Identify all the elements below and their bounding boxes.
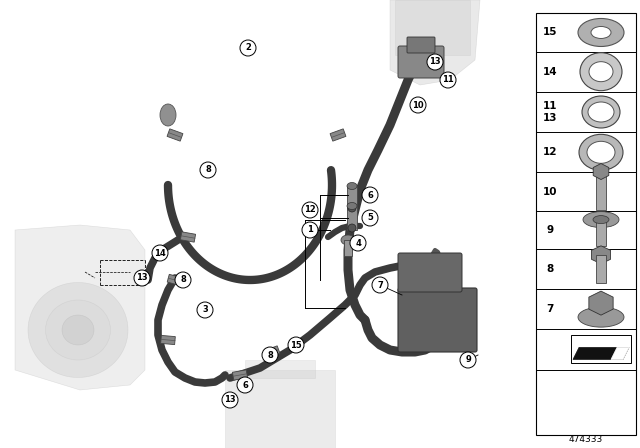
Text: 5: 5 (367, 214, 373, 223)
Text: 9: 9 (465, 356, 471, 365)
Bar (245, 360, 315, 378)
Text: 13: 13 (136, 273, 148, 283)
Text: 10: 10 (412, 100, 424, 109)
Polygon shape (167, 129, 183, 141)
Circle shape (288, 337, 304, 353)
Text: 2: 2 (245, 43, 251, 52)
Polygon shape (330, 129, 346, 141)
Text: 12: 12 (543, 147, 557, 157)
Circle shape (348, 204, 356, 212)
Bar (596, 255, 606, 283)
Text: 8: 8 (180, 276, 186, 284)
Circle shape (240, 40, 256, 56)
Circle shape (460, 352, 476, 368)
Circle shape (350, 235, 366, 251)
Bar (596, 173, 606, 210)
Bar (344, 240, 352, 256)
Ellipse shape (593, 215, 609, 224)
FancyBboxPatch shape (407, 37, 435, 53)
Text: 14: 14 (543, 67, 557, 77)
Ellipse shape (341, 235, 355, 245)
Circle shape (427, 54, 443, 70)
Text: 11
13: 11 13 (543, 101, 557, 123)
Text: 12: 12 (304, 206, 316, 215)
Circle shape (362, 210, 378, 226)
Polygon shape (390, 0, 480, 85)
Circle shape (410, 97, 426, 113)
Text: 15: 15 (543, 27, 557, 38)
Circle shape (152, 245, 168, 261)
Text: 3: 3 (202, 306, 208, 314)
Polygon shape (591, 246, 611, 264)
Ellipse shape (578, 18, 624, 47)
Polygon shape (15, 225, 145, 390)
Polygon shape (232, 370, 248, 380)
Text: 6: 6 (242, 380, 248, 389)
Ellipse shape (591, 26, 611, 39)
Ellipse shape (579, 134, 623, 170)
Circle shape (348, 224, 356, 232)
Text: 8: 8 (547, 264, 554, 274)
Polygon shape (593, 164, 609, 180)
Ellipse shape (62, 315, 94, 345)
Bar (395, 0, 470, 55)
Circle shape (302, 222, 318, 238)
Text: 1: 1 (307, 225, 313, 234)
Text: 7: 7 (377, 280, 383, 289)
Circle shape (372, 277, 388, 293)
Circle shape (440, 72, 456, 88)
Polygon shape (573, 348, 629, 359)
Circle shape (302, 202, 318, 218)
Ellipse shape (347, 182, 357, 190)
Circle shape (175, 272, 191, 288)
Polygon shape (167, 274, 183, 286)
Ellipse shape (45, 300, 111, 360)
Polygon shape (161, 336, 175, 345)
Ellipse shape (582, 96, 620, 128)
Polygon shape (589, 291, 613, 315)
FancyBboxPatch shape (536, 13, 636, 435)
Circle shape (237, 377, 253, 393)
Polygon shape (180, 232, 196, 242)
Text: 7: 7 (547, 304, 554, 314)
Text: 10: 10 (543, 186, 557, 197)
Ellipse shape (588, 102, 614, 122)
Circle shape (197, 302, 213, 318)
FancyBboxPatch shape (398, 288, 477, 352)
Text: 4: 4 (355, 238, 361, 247)
Circle shape (362, 187, 378, 203)
Polygon shape (611, 348, 629, 359)
Bar (225, 370, 335, 448)
Bar (347, 206, 357, 230)
Text: 11: 11 (442, 76, 454, 85)
Ellipse shape (580, 53, 622, 90)
Ellipse shape (347, 202, 357, 210)
Text: 474333: 474333 (569, 435, 603, 444)
Text: 8: 8 (267, 350, 273, 359)
Circle shape (262, 347, 278, 363)
Circle shape (134, 270, 150, 286)
FancyBboxPatch shape (398, 253, 462, 292)
Ellipse shape (160, 104, 176, 126)
Ellipse shape (28, 283, 128, 378)
Ellipse shape (578, 307, 624, 327)
Bar (347, 186, 357, 210)
Ellipse shape (583, 211, 619, 228)
Text: 6: 6 (367, 190, 373, 199)
Text: 15: 15 (290, 340, 302, 349)
Ellipse shape (587, 141, 615, 164)
Ellipse shape (589, 62, 613, 82)
Circle shape (222, 392, 238, 408)
Text: 9: 9 (547, 224, 554, 235)
Text: 13: 13 (429, 57, 441, 66)
Circle shape (200, 162, 216, 178)
Text: 8: 8 (205, 165, 211, 175)
Bar (571, 336, 631, 363)
Text: 13: 13 (224, 396, 236, 405)
Bar (596, 220, 606, 246)
Polygon shape (264, 346, 280, 358)
Text: 14: 14 (154, 249, 166, 258)
FancyBboxPatch shape (398, 46, 444, 78)
